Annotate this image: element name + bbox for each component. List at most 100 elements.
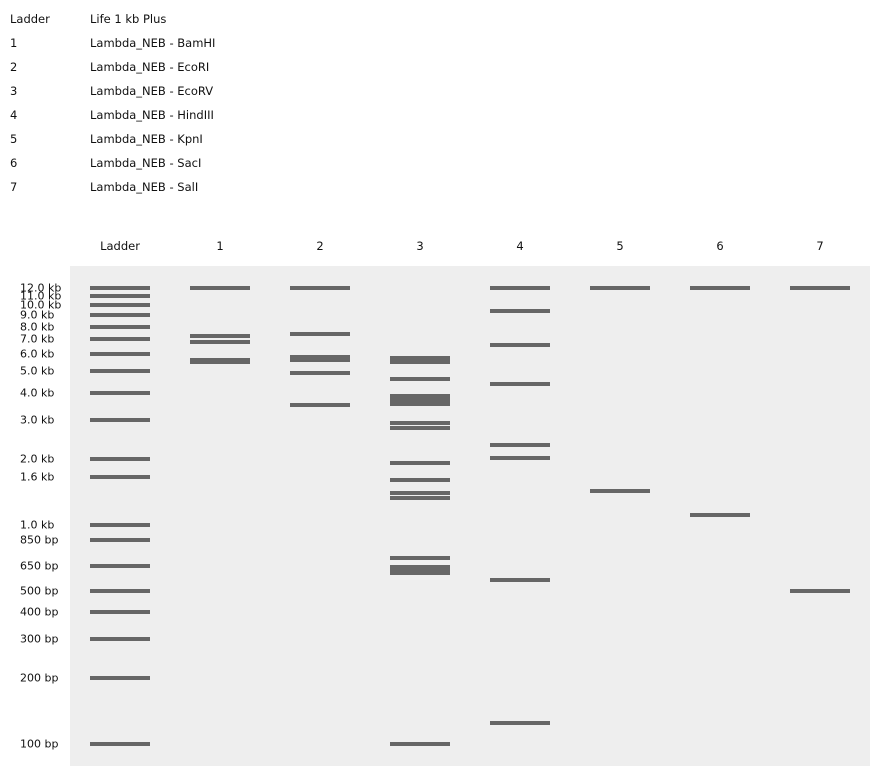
ladder-size-label: 3.0 kb (20, 413, 55, 427)
ladder-size-label: 850 bp (20, 533, 59, 547)
sample-band (790, 286, 850, 290)
ladder-band (90, 676, 150, 680)
ladder-band (90, 352, 150, 356)
sample-band (390, 421, 450, 426)
ladder-size-label: 7.0 kb (20, 332, 55, 346)
ladder-size-label: 10.0 kb (20, 298, 62, 312)
legend-lane-id: 4 (10, 108, 18, 122)
lane-header: 4 (516, 239, 524, 253)
ladder-band (90, 325, 150, 329)
gel-image (70, 266, 870, 766)
ladder-band (90, 523, 150, 527)
sample-band (290, 286, 350, 290)
ladder-band (90, 286, 150, 290)
lane-header-row: Ladder 1 2 3 4 5 6 7 (0, 239, 870, 255)
sample-band (290, 371, 350, 376)
sample-band (190, 340, 250, 345)
sample-band (390, 565, 450, 570)
ladder-size-label: 11.0 kb (20, 289, 62, 303)
sample-band (190, 334, 250, 339)
legend-lane-id: 1 (10, 36, 18, 50)
legend-description: Lambda_NEB - BamHI (90, 36, 216, 50)
sample-band (490, 382, 550, 387)
sample-band (390, 571, 450, 576)
ladder-size-label: 100 bp (20, 737, 59, 751)
lane-header: Ladder (100, 239, 140, 253)
ladder-size-label: 5.0 kb (20, 364, 55, 378)
sample-band (190, 360, 250, 365)
ladder-band (90, 303, 150, 307)
sample-band (390, 478, 450, 483)
ladder-size-labels: 12.0 kb 11.0 kb 10.0 kb 9.0 kb 8.0 kb 7.0 kb 6… (0, 0, 70, 766)
sample-band (590, 286, 650, 290)
sample-band (190, 358, 250, 362)
lane-header: 3 (416, 239, 424, 253)
sample-band (390, 426, 450, 431)
legend-lane-id: 3 (10, 84, 18, 98)
legend-lane-id: 7 (10, 180, 18, 194)
ladder-band (90, 313, 150, 317)
sample-band (390, 568, 450, 573)
ladder-size-label: 200 bp (20, 671, 59, 685)
sample-band (390, 742, 450, 746)
ladder-band (90, 391, 150, 395)
ladder-band (90, 564, 150, 568)
legend-lane-id: Ladder (10, 12, 50, 26)
lane-header: 5 (616, 239, 624, 253)
sample-band (290, 402, 350, 407)
sample-band (390, 355, 450, 360)
ladder-band (90, 369, 150, 373)
ladder-size-label: 1.6 kb (20, 470, 55, 484)
legend-description: Lambda_NEB - EcoRI (90, 60, 210, 74)
lane-header: 7 (816, 239, 824, 253)
ladder-size-label: 2.0 kb (20, 452, 55, 466)
sample-band (390, 360, 450, 365)
sample-band (390, 401, 450, 406)
sample-band (490, 720, 550, 725)
sample-band (390, 394, 450, 399)
ladder-size-label: 8.0 kb (20, 320, 55, 334)
ladder-size-label: 400 bp (20, 605, 59, 619)
sample-band (190, 286, 250, 290)
sample-band (390, 397, 450, 402)
ladder-size-label: 12.0 kb (20, 281, 62, 295)
sample-band (590, 488, 650, 493)
lane-header: 2 (316, 239, 324, 253)
sample-band (390, 376, 450, 381)
sample-band (690, 512, 750, 517)
sample-band (490, 286, 550, 290)
legend-lane-id: 5 (10, 132, 18, 146)
sample-band (490, 577, 550, 582)
sample-band (290, 331, 350, 336)
lane-header: 1 (216, 239, 224, 253)
ladder-band (90, 475, 150, 479)
ladder-size-label: 9.0 kb (20, 308, 55, 322)
sample-band (390, 555, 450, 560)
ladder-size-label: 300 bp (20, 632, 59, 646)
legend-lane-id: 6 (10, 156, 18, 170)
legend-description: Lambda_NEB - HindIII (90, 108, 214, 122)
ladder-band (90, 637, 150, 641)
ladder-band (90, 610, 150, 614)
legend-description: Lambda_NEB - KpnI (90, 132, 203, 146)
sample-band (290, 357, 350, 362)
legend-description: Lambda_NEB - SalI (90, 180, 199, 194)
sample-band (490, 343, 550, 348)
legend-lane-id: 2 (10, 60, 18, 74)
legend-description: Lambda_NEB - SacI (90, 156, 202, 170)
ladder-band (90, 418, 150, 422)
sample-band (390, 461, 450, 466)
ladder-size-label: 500 bp (20, 584, 59, 598)
ladder-band (90, 538, 150, 542)
ladder-size-label: 650 bp (20, 559, 59, 573)
ladder-size-label: 4.0 kb (20, 386, 55, 400)
ladder-band (90, 337, 150, 341)
ladder-band (90, 294, 150, 298)
lane-header: 6 (716, 239, 724, 253)
legend-description: Lambda_NEB - EcoRV (90, 84, 214, 98)
ladder-size-label: 6.0 kb (20, 347, 55, 361)
legend-description: Life 1 kb Plus (90, 12, 167, 26)
sample-band (490, 455, 550, 460)
sample-band (490, 308, 550, 313)
sample-band (390, 491, 450, 496)
